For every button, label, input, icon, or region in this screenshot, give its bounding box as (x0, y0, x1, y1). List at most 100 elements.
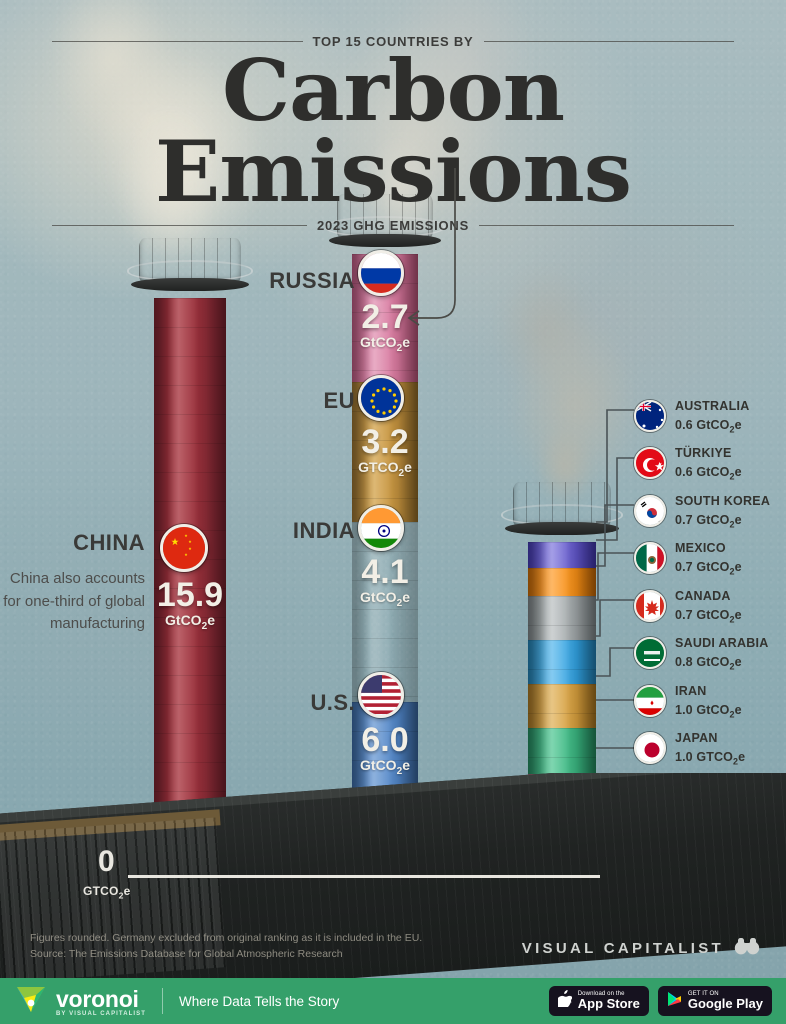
footnote-line-1: Figures rounded. Germany excluded from o… (30, 932, 423, 944)
flag-kr-icon (634, 494, 666, 527)
app-store-badge[interactable]: Download on the App Store (548, 986, 649, 1016)
stack-band-canada (528, 684, 596, 728)
google-play-icon (667, 991, 682, 1012)
stack-value-china: 15.9 (156, 576, 224, 614)
legend-text-australia: AUSTRALIA 0.6 GtCO2e (675, 397, 749, 435)
app-store-big: App Store (577, 996, 640, 1012)
legend-value-canada: 0.7 GtCO2e (675, 607, 742, 625)
axis-zero-unit: GTCO2e (83, 884, 131, 901)
stack-band-saudi-arabia (528, 728, 596, 774)
stack-unit-china: GtCO2e (165, 612, 215, 632)
voronoi-logo-text: voronoi BY VISUAL CAPITALIST (56, 986, 146, 1017)
legend-text-turkiye: TÜRKIYE 0.6 GtCO2e (675, 444, 742, 482)
stack-value-us: 6.0 (361, 721, 409, 759)
stack-label-india: INDIA (292, 518, 355, 543)
stack-value-eu: 3.2 (361, 423, 409, 461)
app-store-text: Download on the App Store (578, 991, 640, 1011)
legend-value-japan: 1.0 GTCO2e (675, 750, 746, 767)
legend-item-mexico[interactable]: MEXICO 0.7 GtCO2e (634, 535, 786, 583)
stack-value-india: 4.1 (361, 553, 409, 591)
flag-jp-icon (634, 732, 666, 765)
header-kicker-row: TOP 15 COUNTRIES BY (0, 34, 786, 49)
app-store-small: Download on the (577, 991, 625, 998)
google-play-small: GET IT ON (687, 991, 719, 998)
legend-text-saudi-arabia: SAUDI ARABIA 0.8 GtCO2e (675, 634, 769, 672)
stack-band-australia (528, 542, 596, 568)
legend-text-canada: CANADA 0.7 GtCO2e (675, 587, 742, 625)
legend-value-iran: 1.0 GtCO2e (675, 702, 742, 720)
legend-text-japan: JAPAN 1.0 GTCO2e (675, 729, 745, 767)
legend-country-mexico: MEXICO (675, 541, 726, 556)
stack-label-us: U.S. (310, 690, 355, 715)
flag-ru-icon (358, 250, 404, 296)
legend-value-mexico: 0.7 GtCO2e (675, 560, 742, 577)
legend-item-australia[interactable]: AUSTRALIA 0.6 GtCO2e (634, 392, 786, 440)
stack-note-china: China also accounts for one-third of glo… (3, 570, 145, 632)
legend-country-australia: AUSTRALIA (675, 398, 750, 413)
visual-capitalist-wordmark: VISUAL CAPITALIST (521, 939, 724, 957)
legend-country-japan: JAPAN (675, 731, 718, 746)
legend-item-japan[interactable]: JAPAN 1.0 GTCO2e (634, 725, 786, 773)
binoculars-icon (734, 937, 760, 959)
header-rule-right (483, 41, 734, 42)
stack-cap-right (501, 480, 623, 542)
legend-item-south-korea[interactable]: SOUTH KOREA 0.7 GtCO2e (634, 487, 786, 535)
footnote-line-2: Source: The Emissions Database for Globa… (30, 948, 343, 961)
flag-mx-icon (634, 542, 666, 575)
legend-item-turkiye[interactable]: TÜRKIYE 0.6 GtCO2e (634, 440, 786, 488)
legend-country-iran: IRAN (675, 683, 707, 698)
flag-ca-icon (634, 589, 666, 622)
legend-item-canada[interactable]: CANADA 0.7 GtCO2e (634, 582, 786, 630)
legend-value-saudi-arabia: 0.8 GtCO2e (675, 655, 742, 672)
visual-capitalist-brand: VISUAL CAPITALIST (522, 937, 760, 959)
bar-divider (161, 988, 163, 1014)
stack-value-russia: 2.7 (361, 298, 409, 336)
flag-eu-icon (358, 375, 404, 421)
legend-text-south-korea: SOUTH KOREA 0.7 GtCO2e (675, 492, 770, 530)
store-badges: Download on the App Store GET IT ON Goog… (548, 986, 772, 1016)
legend-item-saudi-arabia[interactable]: SAUDI ARABIA 0.8 GtCO2e (634, 630, 786, 678)
legend-item-iran[interactable]: IRAN 1.0 GtCO2e (634, 677, 786, 725)
flag-tr-icon (634, 447, 666, 480)
flag-cn-icon (160, 524, 208, 572)
subtitle-rule-right (479, 225, 735, 227)
header: TOP 15 COUNTRIES BY Carbon Emissions 202… (0, 0, 786, 233)
google-play-text: GET IT ON Google Play (688, 991, 763, 1011)
header-callout-arrow (407, 168, 456, 326)
bottom-bar: voronoi BY VISUAL CAPITALIST Where Data … (0, 978, 786, 1024)
legend-value-australia: 0.6 GtCO2e (675, 417, 742, 435)
apple-icon (555, 990, 574, 1012)
stack-band-turkiye (528, 568, 596, 596)
stack-label-russia: RUSSIA (269, 268, 355, 293)
legend-value-turkiye: 0.6 GtCO2e (675, 465, 742, 482)
flag-sa-icon (634, 637, 666, 670)
flag-in-icon (358, 505, 404, 551)
stack-unit-us: GtCO2e (360, 757, 410, 777)
stack-band-south-korea (528, 596, 596, 640)
google-play-big: Google Play (687, 996, 763, 1012)
google-play-badge[interactable]: GET IT ON Google Play (657, 986, 772, 1016)
legend-country-turkiye: TÜRKIYE (675, 446, 732, 461)
subtitle-rule-left (52, 225, 307, 227)
stack-label-china: CHINA (73, 530, 145, 555)
stack-band-mexico (528, 640, 596, 684)
voronoi-name: voronoi (56, 985, 139, 1012)
stack-cap-middle (325, 192, 445, 254)
footnotes: Figures rounded. Germany excluded from o… (30, 930, 422, 963)
flag-au-icon (634, 399, 666, 432)
legend-country-saudi-arabia: SAUDI ARABIA (675, 636, 769, 651)
header-kicker: TOP 15 COUNTRIES BY (312, 34, 474, 49)
legend-value-south-korea: 0.7 GtCO2e (675, 512, 742, 530)
header-subtitle-row: 2023 GHG EMISSIONS (0, 218, 786, 233)
stack-unit-india: GtCO2e (360, 589, 410, 609)
legend-text-mexico: MEXICO 0.7 GtCO2e (675, 539, 742, 577)
legend-text-iran: IRAN 1.0 GtCO2e (675, 682, 742, 720)
stack-cap-china (127, 236, 253, 298)
axis-baseline (128, 875, 600, 878)
legend-country-canada: CANADA (675, 588, 731, 603)
stack-unit-russia: GtCO2e (360, 334, 410, 354)
voronoi-subtitle: BY VISUAL CAPITALIST (56, 1010, 146, 1017)
bar-tagline: Where Data Tells the Story (178, 993, 340, 1009)
axis-zero-value: 0 (98, 845, 115, 878)
